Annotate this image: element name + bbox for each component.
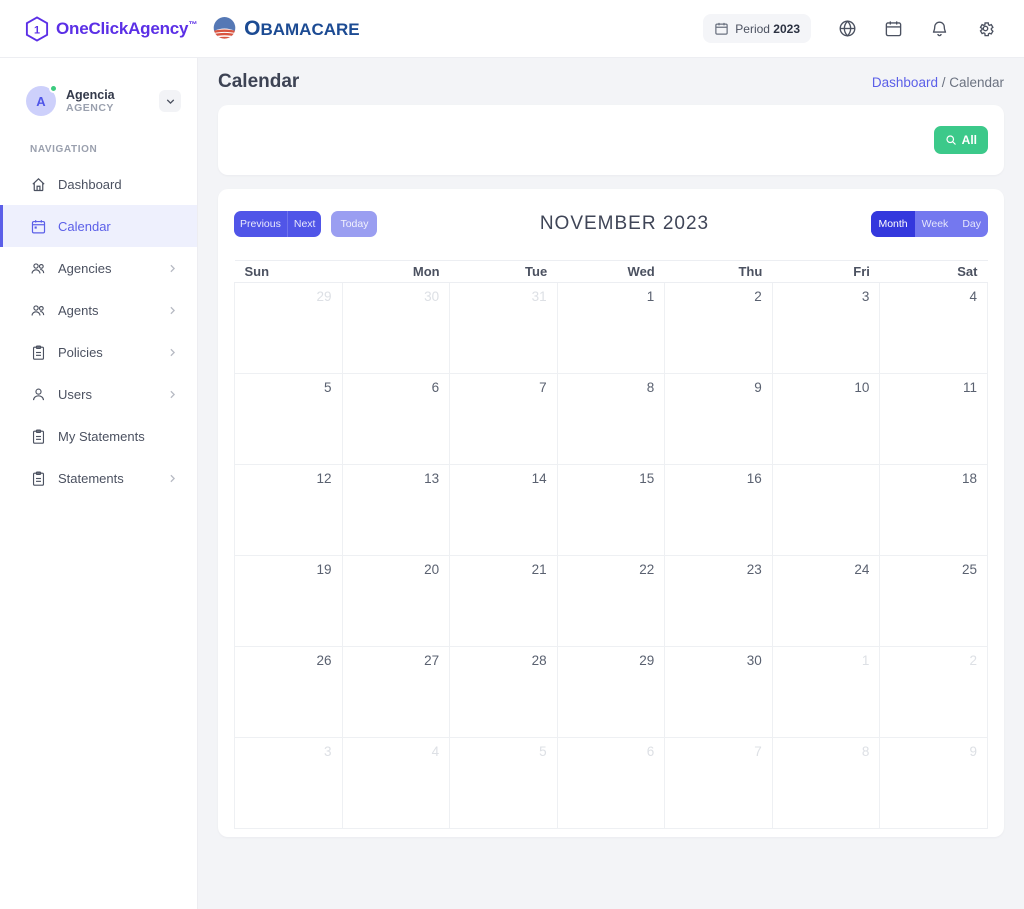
svg-text:1: 1 xyxy=(34,24,40,36)
